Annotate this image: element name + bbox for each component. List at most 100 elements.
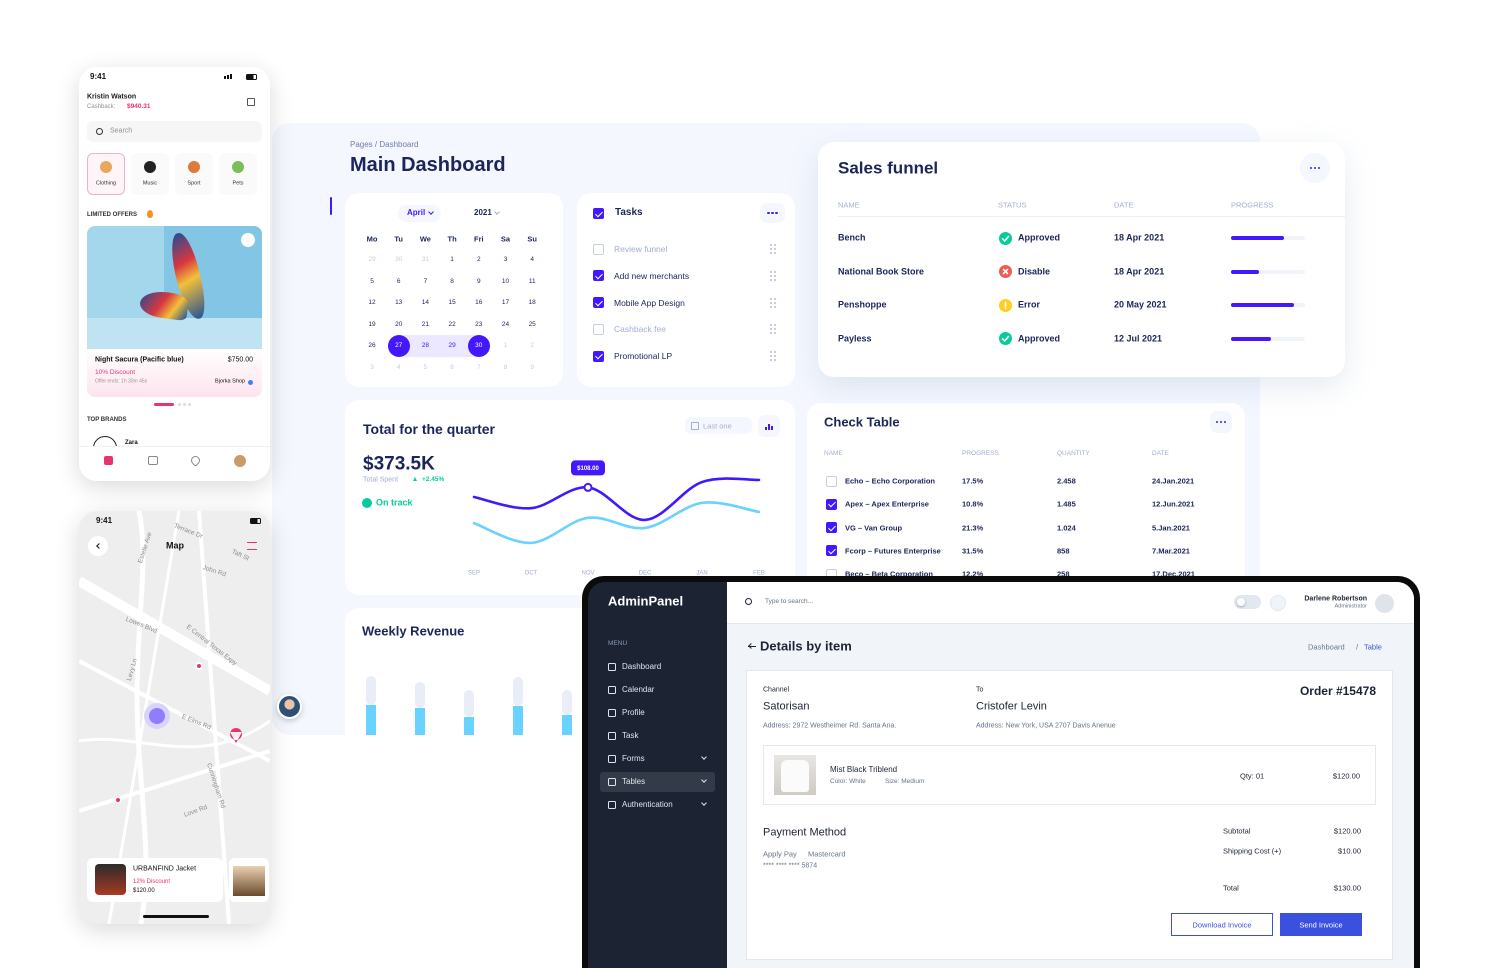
day[interactable]: 3 xyxy=(503,255,508,263)
user-avatar[interactable] xyxy=(1375,594,1394,613)
day[interactable]: 21 xyxy=(421,320,430,328)
drag-handle[interactable] xyxy=(769,296,777,309)
day[interactable]: 9 xyxy=(476,277,481,285)
task-checkbox[interactable] xyxy=(593,297,604,309)
day[interactable]: 4 xyxy=(530,255,534,263)
day[interactable]: 4 xyxy=(396,363,401,371)
item-price: $120.00 xyxy=(1332,771,1360,781)
menu-item[interactable]: Authentication xyxy=(622,800,673,809)
day[interactable]: 29 xyxy=(448,341,456,349)
back-arrow[interactable] xyxy=(748,645,756,647)
day[interactable]: 15 xyxy=(448,298,456,306)
category-tile[interactable] xyxy=(219,153,257,195)
day[interactable]: 10 xyxy=(501,277,510,285)
row-checkbox[interactable] xyxy=(826,522,837,534)
day[interactable]: 6 xyxy=(450,363,454,371)
period-select[interactable] xyxy=(685,417,752,434)
menu-item[interactable]: Calendar xyxy=(622,685,655,694)
button-label[interactable]: Send Invoice xyxy=(1299,920,1343,930)
task-checkbox[interactable] xyxy=(593,270,604,282)
day[interactable]: 30 xyxy=(475,341,483,349)
day[interactable]: 16 xyxy=(475,298,483,306)
day[interactable]: 12 xyxy=(368,298,376,306)
day[interactable]: 1 xyxy=(450,255,454,263)
day[interactable]: 3 xyxy=(370,363,374,371)
task-checkbox[interactable] xyxy=(593,243,604,255)
day[interactable]: 8 xyxy=(450,277,454,285)
day[interactable]: 6 xyxy=(396,277,401,285)
drag-handle[interactable] xyxy=(769,243,777,255)
day[interactable]: 29 xyxy=(368,255,376,263)
menu-item[interactable]: Dashboard xyxy=(622,662,662,671)
day[interactable]: 2 xyxy=(530,341,534,349)
menu-item[interactable]: Tables xyxy=(622,777,646,786)
category-tile[interactable] xyxy=(131,153,169,195)
favorite-button[interactable] xyxy=(241,233,255,247)
signal-bar xyxy=(224,76,226,79)
day[interactable]: 5 xyxy=(370,277,374,285)
month-select[interactable] xyxy=(398,205,441,222)
day[interactable]: 19 xyxy=(368,320,376,328)
menu-item[interactable]: Profile xyxy=(622,708,645,717)
drag-handle[interactable] xyxy=(769,323,777,336)
day[interactable]: 20 xyxy=(395,320,403,328)
search-input[interactable]: Type to search... xyxy=(765,597,814,605)
day[interactable]: 24 xyxy=(501,320,510,328)
day[interactable]: 11 xyxy=(528,277,536,285)
back-button[interactable] xyxy=(88,536,108,556)
tasks-checkbox[interactable] xyxy=(593,208,604,219)
day[interactable]: 25 xyxy=(528,320,536,328)
day[interactable]: 5 xyxy=(423,363,428,371)
day[interactable]: 22 xyxy=(448,320,456,328)
day[interactable]: 9 xyxy=(530,363,534,371)
status-icon-svg xyxy=(999,265,1012,278)
nav-wallet[interactable] xyxy=(148,456,158,465)
day[interactable]: 2 xyxy=(476,255,481,263)
row-checkbox[interactable] xyxy=(826,475,837,487)
day[interactable]: 13 xyxy=(395,298,403,306)
category-tile[interactable] xyxy=(175,153,213,195)
row-checkbox[interactable] xyxy=(826,545,837,557)
breadcrumb-separator: / xyxy=(1356,642,1359,652)
menu-item[interactable]: Forms xyxy=(622,754,645,763)
day[interactable]: 7 xyxy=(423,277,428,285)
drag-handle[interactable] xyxy=(769,269,777,282)
day[interactable]: 14 xyxy=(421,298,430,306)
send-button[interactable] xyxy=(1280,913,1362,936)
task-checkbox[interactable] xyxy=(593,350,604,362)
category-tile[interactable] xyxy=(87,153,125,195)
row-checkbox[interactable] xyxy=(826,498,837,510)
day[interactable]: 31 xyxy=(421,255,430,263)
day[interactable]: 26 xyxy=(368,341,376,349)
menu-item[interactable]: Task xyxy=(622,731,639,740)
weekday: We xyxy=(419,234,431,244)
day[interactable]: 28 xyxy=(421,341,430,349)
task-label: Review funnel xyxy=(614,243,668,254)
status-label: Approved xyxy=(1018,333,1061,343)
task-checkbox[interactable] xyxy=(593,323,604,335)
day[interactable]: 1 xyxy=(503,341,508,349)
day[interactable]: 27 xyxy=(395,341,403,349)
day[interactable]: 23 xyxy=(475,320,483,328)
day[interactable]: 8 xyxy=(503,363,508,371)
task-label: Mobile App Design xyxy=(614,297,685,308)
filter-icon[interactable] xyxy=(247,542,257,550)
notifications[interactable] xyxy=(1270,595,1286,611)
nav-home[interactable] xyxy=(104,456,113,465)
download-button[interactable] xyxy=(1171,913,1273,936)
change: +2.45% xyxy=(422,475,445,483)
search-icon xyxy=(96,128,103,135)
drag-handle[interactable] xyxy=(769,350,777,363)
menu-icon xyxy=(608,663,616,671)
day[interactable]: 30 xyxy=(395,255,403,263)
day[interactable]: 7 xyxy=(476,363,481,371)
breadcrumb[interactable]: Dashboard xyxy=(1308,642,1345,652)
day[interactable]: 17 xyxy=(501,298,510,306)
day[interactable]: 18 xyxy=(528,298,536,306)
dot xyxy=(1215,420,1219,424)
nav-avatar[interactable] xyxy=(234,455,246,467)
map-icon[interactable] xyxy=(247,98,255,106)
button-label[interactable]: Download Invoice xyxy=(1192,920,1252,930)
search-box[interactable] xyxy=(87,121,262,142)
